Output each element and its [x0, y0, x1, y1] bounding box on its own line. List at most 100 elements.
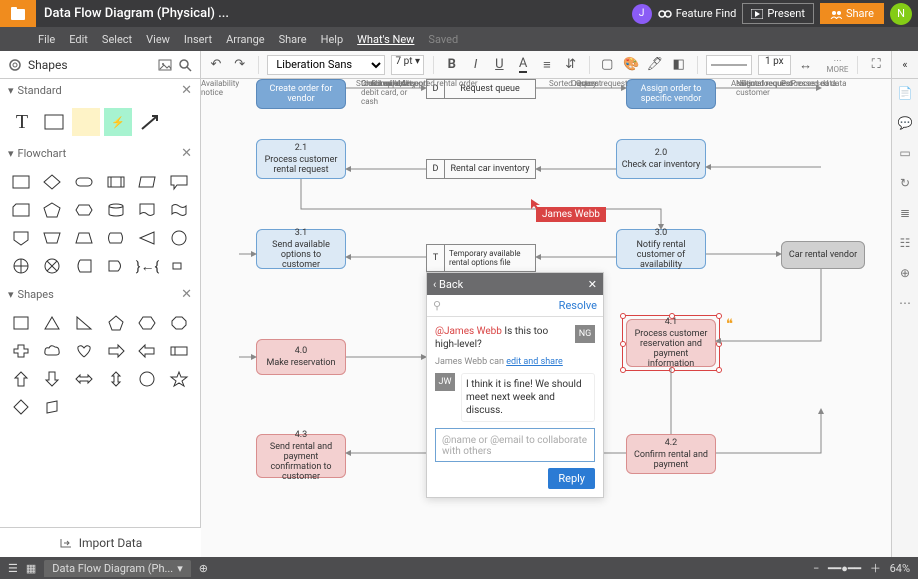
menu-edit[interactable]: Edit	[69, 33, 88, 46]
rail-present-icon[interactable]: ▭	[897, 145, 913, 161]
present-button[interactable]: Present	[742, 3, 814, 24]
shape-or[interactable]	[38, 253, 68, 279]
rail-data-icon[interactable]: ☷	[897, 235, 913, 251]
rail-doc-icon[interactable]: 📄	[897, 85, 913, 101]
shape-terminator[interactable]	[69, 169, 99, 195]
shape-iso[interactable]	[38, 394, 68, 420]
shape-rtri[interactable]	[69, 310, 99, 336]
shape-offpage[interactable]	[6, 225, 36, 251]
spacing-icon[interactable]: ⇵	[562, 54, 580, 76]
line-color-icon[interactable]: 🖊	[646, 54, 664, 76]
node-43[interactable]: 4.3Send rental and payment confirmation …	[256, 434, 346, 478]
import-data-button[interactable]: Import Data	[0, 527, 201, 557]
feature-find-button[interactable]: Feature Find	[658, 7, 737, 20]
undo-icon[interactable]: ↶	[207, 54, 225, 76]
bb-list-icon[interactable]: ☰	[8, 562, 18, 575]
zoom-value[interactable]: 64%	[890, 562, 910, 575]
redo-icon[interactable]: ↷	[231, 54, 249, 76]
shape-square[interactable]	[6, 310, 36, 336]
node-30[interactable]: 3.0Notify rental customer of availabilit…	[616, 229, 706, 269]
shape-style-icon[interactable]: ◧	[670, 54, 688, 76]
shape-data[interactable]	[133, 169, 163, 195]
app-icon[interactable]	[0, 0, 36, 27]
text-tool[interactable]: T	[8, 108, 36, 136]
arrow-tool[interactable]	[136, 108, 164, 136]
menu-select[interactable]: Select	[102, 33, 132, 46]
shape-doc[interactable]	[133, 197, 163, 223]
node-20[interactable]: 2.0Check car inventory	[616, 139, 706, 179]
arrow-style-icon[interactable]: ↔	[797, 54, 815, 76]
reply-button[interactable]: Reply	[548, 468, 595, 489]
image-icon[interactable]	[158, 58, 172, 72]
shape-display[interactable]	[101, 225, 131, 251]
shape-rect[interactable]	[6, 169, 36, 195]
line-width-select[interactable]: 1 px	[758, 55, 791, 75]
underline-icon[interactable]: U	[490, 54, 508, 76]
line-style-select[interactable]	[706, 55, 752, 75]
section-standard[interactable]: ▾Standard✕	[0, 79, 200, 102]
shape-arrow-lr[interactable]	[69, 366, 99, 392]
rail-layers-icon[interactable]: ≣	[897, 205, 913, 221]
menu-file[interactable]: File	[38, 33, 55, 46]
search-icon[interactable]	[178, 58, 192, 72]
shape-small[interactable]	[164, 253, 194, 279]
shape-diamond[interactable]	[38, 169, 68, 195]
zoom-out-icon[interactable]: −	[813, 562, 819, 575]
text-color-icon[interactable]: A	[514, 54, 532, 76]
shape-tri[interactable]	[133, 225, 163, 251]
node-42[interactable]: 4.2Confirm rental and payment	[626, 434, 716, 474]
shape-oct[interactable]	[164, 310, 194, 336]
comment-indicator-icon[interactable]: ❝	[726, 317, 733, 332]
rail-more-icon[interactable]: ⋯	[897, 295, 913, 311]
align-icon[interactable]: ≡	[538, 54, 556, 76]
shape-cylinder[interactable]	[101, 197, 131, 223]
close-icon[interactable]: ✕	[181, 287, 192, 302]
shape-sum[interactable]	[6, 253, 36, 279]
shape-manual[interactable]	[38, 225, 68, 251]
fullscreen-icon[interactable]: ⛶	[867, 54, 885, 76]
node-31[interactable]: 3.1Send available options to customer	[256, 229, 346, 269]
bb-grid-icon[interactable]: ▦	[26, 562, 36, 575]
fill-icon[interactable]: ▢	[598, 54, 616, 76]
shape-brace[interactable]: }←{	[133, 253, 163, 279]
shape-tape[interactable]	[164, 197, 194, 223]
font-select[interactable]: Liberation Sans	[267, 55, 385, 75]
zoom-in-icon[interactable]: ＋	[870, 562, 881, 575]
bolt-tool[interactable]: ⚡	[104, 108, 132, 136]
add-page-icon[interactable]: ⊕	[199, 562, 208, 575]
datastore-temp[interactable]: TTemporary available rental options file	[426, 244, 536, 272]
note-tool[interactable]	[72, 108, 100, 136]
location-icon[interactable]: ⚲	[433, 299, 441, 312]
section-flowchart[interactable]: ▾Flowchart✕	[0, 142, 200, 165]
menu-whats-new[interactable]: What's New	[357, 33, 414, 46]
shape-ellipse[interactable]	[133, 366, 163, 392]
rail-chat-icon[interactable]: ⊕	[897, 265, 913, 281]
node-21[interactable]: 2.1Process customer rental request	[256, 139, 346, 179]
menu-arrange[interactable]: Arrange	[226, 33, 264, 46]
rail-history-icon[interactable]: ↻	[897, 175, 913, 191]
close-icon[interactable]: ✕	[588, 278, 597, 291]
user-avatar-n[interactable]: N	[890, 3, 912, 25]
shape-dia2[interactable]	[6, 394, 36, 420]
shape-arrow-ud[interactable]	[101, 366, 131, 392]
shape-card[interactable]	[6, 197, 36, 223]
shape-pentagon2[interactable]	[38, 197, 68, 223]
shape-trap[interactable]	[69, 225, 99, 251]
shape-process[interactable]	[101, 169, 131, 195]
shape-hex[interactable]	[69, 197, 99, 223]
share-button[interactable]: Share	[820, 3, 884, 24]
shape-hex2[interactable]	[133, 310, 163, 336]
menu-share[interactable]: Share	[279, 33, 307, 46]
datastore-inventory[interactable]: DRental car inventory	[426, 159, 536, 179]
rect-tool[interactable]	[40, 108, 68, 136]
shape-arrow-r[interactable]	[101, 338, 131, 364]
collapse-right-icon[interactable]: «	[891, 51, 918, 79]
font-size-select[interactable]: 7 pt ▾	[391, 55, 424, 75]
node-assign-order[interactable]: Assign order to specific vendor	[626, 79, 716, 109]
shape-pent[interactable]	[101, 310, 131, 336]
resolve-button[interactable]: Resolve	[559, 299, 597, 312]
close-icon[interactable]: ✕	[181, 146, 192, 161]
doc-title[interactable]: Data Flow Diagram (Physical) ...	[44, 6, 229, 21]
shape-heart[interactable]	[69, 338, 99, 364]
canvas[interactable]: Create order for vendor Assign order to …	[201, 79, 891, 557]
